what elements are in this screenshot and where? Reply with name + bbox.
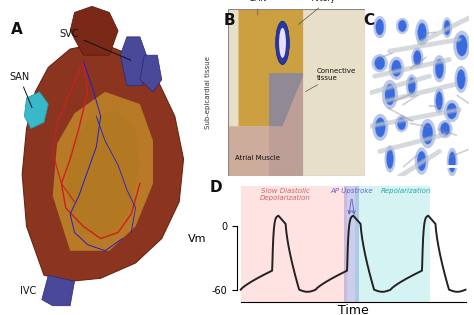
Polygon shape (269, 73, 303, 176)
Ellipse shape (433, 55, 446, 82)
Ellipse shape (389, 57, 404, 80)
Ellipse shape (434, 88, 445, 114)
Ellipse shape (276, 21, 289, 65)
Ellipse shape (395, 115, 408, 132)
Ellipse shape (447, 103, 457, 119)
Ellipse shape (455, 66, 468, 93)
Bar (355, 186, 429, 302)
Ellipse shape (387, 149, 393, 169)
Ellipse shape (398, 20, 406, 32)
Text: SVC: SVC (59, 29, 131, 60)
Ellipse shape (447, 148, 457, 176)
Polygon shape (22, 43, 183, 281)
Ellipse shape (398, 118, 406, 130)
Text: C: C (364, 13, 375, 28)
Ellipse shape (438, 120, 453, 138)
Polygon shape (53, 92, 153, 251)
Ellipse shape (413, 50, 421, 65)
Ellipse shape (382, 80, 398, 109)
Ellipse shape (372, 54, 388, 72)
Ellipse shape (415, 147, 428, 175)
Ellipse shape (375, 118, 385, 137)
Text: Atrial Muscle: Atrial Muscle (235, 155, 280, 161)
Ellipse shape (435, 59, 444, 78)
Ellipse shape (374, 16, 386, 38)
Ellipse shape (442, 17, 452, 38)
Text: IVC: IVC (20, 285, 36, 295)
Polygon shape (120, 37, 146, 86)
Ellipse shape (444, 100, 460, 122)
Ellipse shape (372, 114, 388, 141)
Ellipse shape (440, 123, 450, 135)
Text: SAN
Artery: SAN Artery (312, 0, 336, 3)
Ellipse shape (449, 152, 456, 172)
Polygon shape (66, 110, 140, 238)
Ellipse shape (456, 35, 467, 56)
Text: A: A (11, 22, 23, 37)
Polygon shape (228, 76, 303, 176)
Ellipse shape (444, 20, 450, 35)
Ellipse shape (279, 28, 286, 58)
Polygon shape (42, 275, 74, 306)
Text: SAN: SAN (249, 0, 266, 3)
Text: Slow Diastolic
Depolarization: Slow Diastolic Depolarization (260, 188, 311, 201)
Polygon shape (140, 55, 162, 92)
Ellipse shape (411, 48, 423, 68)
Text: SAN: SAN (9, 72, 32, 108)
Ellipse shape (374, 57, 385, 70)
Ellipse shape (423, 123, 433, 144)
Ellipse shape (453, 31, 471, 60)
Text: B: B (223, 13, 235, 28)
Bar (344, 186, 359, 302)
Polygon shape (70, 6, 118, 55)
Text: Connective
tissue: Connective tissue (306, 68, 356, 92)
X-axis label: Time: Time (338, 304, 368, 315)
Polygon shape (228, 9, 365, 176)
Text: Sub-epicardial tissue: Sub-epicardial tissue (205, 56, 211, 129)
Text: AP Upstroke: AP Upstroke (330, 188, 373, 194)
Text: D: D (209, 180, 222, 195)
Ellipse shape (436, 92, 443, 110)
Ellipse shape (396, 18, 409, 34)
Ellipse shape (457, 70, 465, 89)
Ellipse shape (417, 151, 426, 171)
Ellipse shape (418, 23, 426, 42)
Text: Repolarization: Repolarization (381, 188, 431, 194)
Ellipse shape (419, 119, 436, 148)
Ellipse shape (392, 60, 401, 77)
Y-axis label: Vm: Vm (188, 234, 207, 244)
Polygon shape (24, 92, 48, 129)
Ellipse shape (415, 19, 429, 45)
Ellipse shape (385, 84, 395, 105)
Ellipse shape (406, 74, 418, 97)
Polygon shape (238, 9, 303, 126)
Ellipse shape (408, 77, 415, 94)
Ellipse shape (384, 145, 395, 173)
Ellipse shape (376, 19, 384, 35)
Bar (241, 186, 347, 302)
